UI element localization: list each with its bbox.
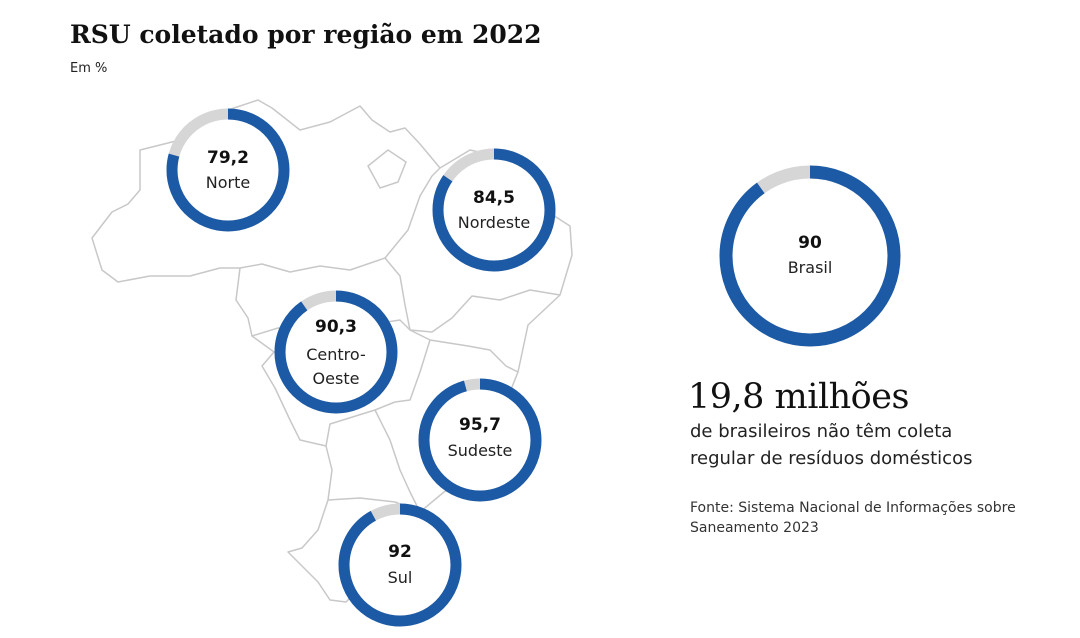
donut-arc-nordeste [432, 148, 556, 272]
donut-label-sul: Sul [388, 568, 413, 587]
region-border-northeast [384, 167, 561, 333]
region-border-southeast [374, 339, 519, 513]
donut-value-norte: 79,2 [207, 148, 249, 168]
chart-subtitle: Em % [70, 61, 108, 76]
donut-value-nordeste: 84,5 [473, 188, 515, 208]
donut-value-brasil: 90 [798, 233, 822, 253]
chart-title: RSU coletado por região em 2022 [70, 20, 542, 49]
highlight-description: de brasileiros não têm coleta regular de… [690, 421, 973, 469]
donut-arc-centro-oeste [274, 290, 398, 414]
donut-value-centro-oeste: 90,3 [315, 317, 357, 337]
donut-arc-norte [166, 108, 290, 232]
donut-label-brasil: Brasil [788, 258, 833, 277]
donut-group [166, 108, 901, 627]
donut-label-group: 79,2 Norte 84,5 Nordeste 90,3 Centro- Oe… [206, 148, 833, 587]
region-border-north [239, 257, 411, 331]
donut-label-nordeste: Nordeste [458, 213, 531, 232]
highlight-number: 19,8 milhões [688, 377, 909, 417]
donut-value-sul: 92 [388, 542, 412, 562]
donut-arc-sudeste [418, 378, 542, 502]
donut-arc-sul [338, 503, 462, 627]
donut-label-centro-oeste-2: Oeste [313, 369, 360, 388]
donut-value-sudeste: 95,7 [459, 415, 501, 435]
amapa-outline [367, 149, 407, 189]
source-note: Fonte: Sistema Nacional de Informações s… [690, 500, 1016, 536]
donut-label-sudeste: Sudeste [448, 441, 513, 460]
donut-label-norte: Norte [206, 173, 250, 192]
donut-label-centro-oeste-1: Centro- [306, 345, 366, 364]
donut-arc-brasil [719, 165, 901, 347]
